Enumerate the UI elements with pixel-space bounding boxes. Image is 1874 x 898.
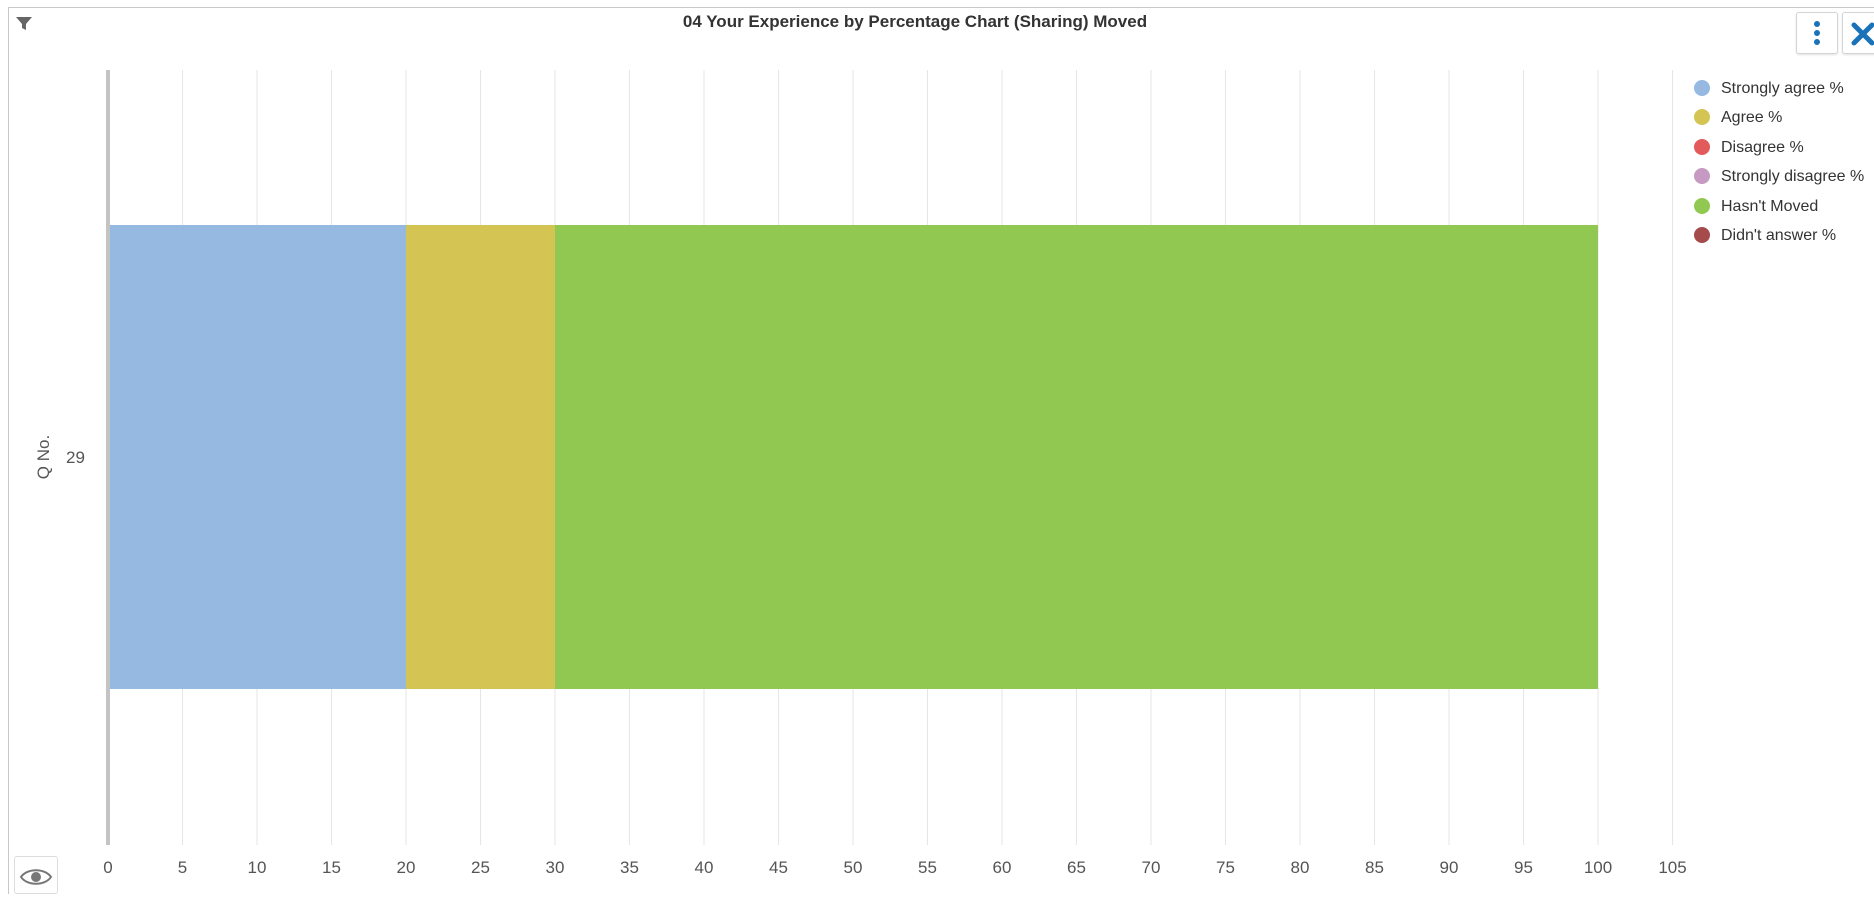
x-tick-label: 70 [1142, 858, 1161, 877]
x-tick-label: 105 [1658, 858, 1686, 877]
x-tick-label: 0 [103, 858, 112, 877]
x-tick-label: 35 [620, 858, 639, 877]
x-tick-label: 80 [1291, 858, 1310, 877]
legend-item[interactable]: Strongly agree % [1694, 78, 1874, 100]
bars [108, 225, 1598, 689]
x-tick-label: 90 [1440, 858, 1459, 877]
legend-item[interactable]: Agree % [1694, 107, 1874, 129]
x-tick-label: 25 [471, 858, 490, 877]
close-button[interactable] [1842, 12, 1874, 54]
legend-marker [1694, 227, 1710, 243]
legend-marker [1694, 138, 1710, 155]
y-axis-title: Q No. [34, 435, 53, 479]
x-tick-label: 60 [993, 858, 1012, 877]
legend-label: Disagree % [1721, 138, 1804, 156]
vertical-ellipsis-icon [1814, 21, 1820, 45]
x-tick-label: 40 [695, 858, 714, 877]
legend-marker [1694, 168, 1710, 185]
bar-segment-hasn-t-moved[interactable] [555, 225, 1598, 689]
legend-item[interactable]: Didn't answer % [1694, 225, 1874, 247]
x-tick-label: 75 [1216, 858, 1235, 877]
x-tick-label: 100 [1584, 858, 1612, 877]
x-axis-ticks: 0 5 10 15 20 25 30 35 40 45 50 55 60 65 70 75 80 85 90 95 10… [103, 858, 1686, 877]
legend-marker [1694, 197, 1710, 214]
x-tick-label: 10 [248, 858, 267, 877]
legend-marker [1694, 80, 1710, 96]
x-tick-label: 45 [769, 858, 788, 877]
legend-label: Didn't answer % [1721, 227, 1837, 244]
category-label: 29 [66, 448, 85, 467]
legend-label: Strongly agree % [1721, 80, 1844, 97]
legend-label: Hasn't Moved [1721, 197, 1819, 215]
legend-item[interactable]: Disagree % [1694, 137, 1874, 159]
legend-marker [1694, 109, 1710, 126]
legend-item[interactable]: Hasn't Moved [1694, 196, 1874, 218]
filter-icon[interactable] [15, 16, 33, 32]
eye-icon [19, 869, 53, 885]
x-tick-label: 20 [397, 858, 416, 877]
toggle-visibility-button[interactable] [14, 856, 58, 894]
chart-title: 04 Your Experience by Percentage Chart (… [682, 12, 1148, 31]
legend-label: Strongly disagree % [1721, 168, 1865, 186]
x-tick-label: 50 [844, 858, 863, 877]
more-options-button[interactable] [1796, 12, 1838, 54]
close-icon [1851, 22, 1874, 46]
x-tick-label: 85 [1365, 858, 1384, 877]
x-tick-label: 5 [178, 858, 187, 877]
legend-item[interactable]: Strongly disagree % [1694, 166, 1874, 188]
x-tick-label: 30 [546, 858, 565, 877]
x-tick-label: 15 [322, 858, 341, 877]
y-axis-line [106, 70, 110, 845]
legend-label: Agree % [1721, 109, 1783, 127]
x-tick-label: 65 [1067, 858, 1086, 877]
bar-segment-agree[interactable] [406, 225, 555, 689]
x-tick-label: 95 [1514, 858, 1533, 877]
x-tick-label: 55 [918, 858, 937, 877]
bar-segment-strongly-agree[interactable] [108, 225, 406, 689]
